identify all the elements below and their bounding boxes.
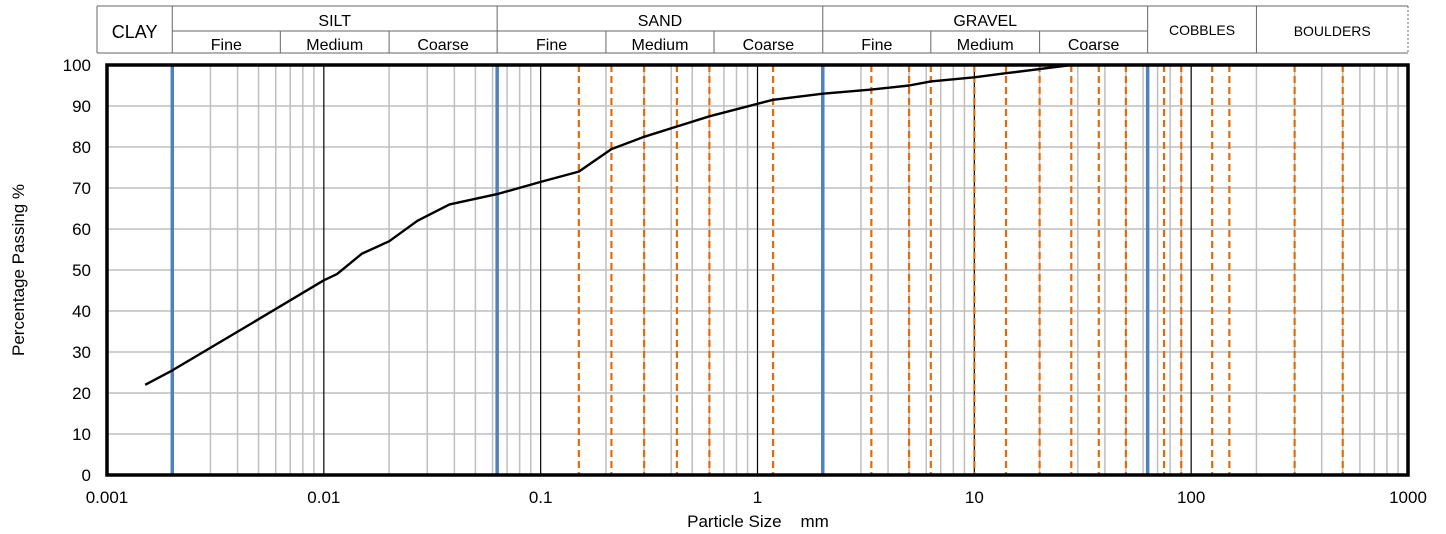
y-tick-label: 50 [72, 261, 91, 280]
header-cobbles: COBBLES [1169, 22, 1235, 38]
y-axis-label: Percentage Passing % [9, 184, 28, 356]
header-subfraction-label: Fine [211, 37, 242, 54]
header-subfraction-label: Fine [861, 37, 892, 54]
x-axis-label: Particle Size mm [687, 512, 829, 531]
y-tick-label: 20 [72, 384, 91, 403]
header-silt: SILT [318, 13, 351, 30]
y-tick-label: 60 [72, 220, 91, 239]
x-tick-label: 100 [1177, 488, 1205, 507]
x-tick-label: 1000 [1389, 488, 1427, 507]
y-tick-label: 30 [72, 343, 91, 362]
classification-header: CLAY SILT SAND GRAVEL COBBLES BOULDERS Fine Med… [96, 5, 1409, 54]
y-tick-label: 80 [72, 138, 91, 157]
x-tick-label: 1 [753, 488, 762, 507]
x-tick-label: 0.001 [86, 488, 129, 507]
header-clay: CLAY [112, 22, 158, 42]
x-tick-label: 10 [965, 488, 984, 507]
header-boulders: BOULDERS [1294, 23, 1371, 39]
plot-frame [105, 63, 1410, 477]
header-subfraction-label: Medium [957, 37, 1014, 54]
x-tick-label: 0.1 [529, 488, 553, 507]
y-tick-label: 90 [72, 97, 91, 116]
y-tick-label: 100 [63, 56, 91, 75]
header-subfraction-label: Coarse [1068, 37, 1120, 54]
grading-curve-layer [144, 63, 1165, 386]
y-tick-label: 40 [72, 302, 91, 321]
plot-border [105, 63, 1410, 477]
tick-labels: 0.001 0.01 0.1 1 10 100 1000 0 10 20 30 40 50 60 70 80 9… [63, 56, 1427, 507]
reference-lines [170, 65, 1344, 475]
y-tick-label: 0 [82, 466, 91, 485]
header-subfraction-label: Coarse [417, 37, 469, 54]
header-subfraction-label: Coarse [743, 37, 795, 54]
header-subfraction-label: Medium [306, 37, 363, 54]
y-tick-label: 70 [72, 179, 91, 198]
grading-curve [144, 63, 1165, 386]
header-gravel: GRAVEL [953, 13, 1017, 30]
y-tick-label: 10 [72, 425, 91, 444]
header-sand: SAND [638, 13, 682, 30]
x-tick-label: 0.01 [307, 488, 340, 507]
header-subfraction-label: Medium [632, 37, 689, 54]
header-subfraction-label: Fine [536, 37, 567, 54]
